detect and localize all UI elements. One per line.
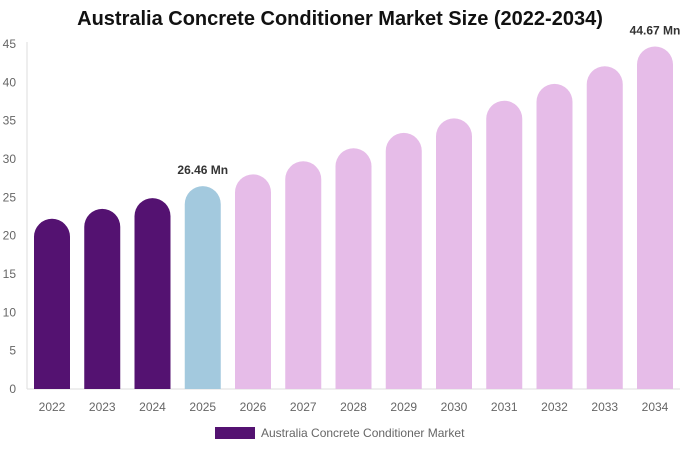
bar-2025 xyxy=(184,186,221,389)
bar-2026 xyxy=(235,174,271,389)
x-tick-label: 2034 xyxy=(642,400,669,414)
data-label: 26.46 Mn xyxy=(177,163,228,177)
bar-2029 xyxy=(385,132,422,389)
x-tick-label: 2023 xyxy=(89,400,116,414)
bar-2023 xyxy=(84,208,121,389)
bar-2030 xyxy=(436,118,472,390)
y-tick-label: 20 xyxy=(3,229,17,243)
chart-title: Australia Concrete Conditioner Market Si… xyxy=(77,8,603,30)
bar-2031 xyxy=(486,100,523,389)
x-tick-label: 2028 xyxy=(340,400,367,414)
bar-2024 xyxy=(134,198,171,389)
y-tick-label: 40 xyxy=(3,75,17,89)
x-tick-label: 2031 xyxy=(491,400,518,414)
bar-2033 xyxy=(586,66,623,389)
legend-swatch xyxy=(215,427,255,439)
x-tick-label: 2026 xyxy=(240,400,267,414)
x-tick-label: 2033 xyxy=(591,400,618,414)
bar-2032 xyxy=(536,83,573,389)
x-tick-label: 2025 xyxy=(189,400,216,414)
y-tick-label: 15 xyxy=(3,267,17,281)
x-tick-label: 2032 xyxy=(541,400,568,414)
bar-2027 xyxy=(285,161,322,389)
y-tick-label: 5 xyxy=(9,344,16,358)
bar-2022 xyxy=(34,218,70,389)
x-tick-label: 2027 xyxy=(290,400,317,414)
y-tick-label: 30 xyxy=(3,152,17,166)
legend-label: Australia Concrete Conditioner Market xyxy=(261,426,465,440)
data-label: 44.67 Mn xyxy=(630,24,680,38)
bar-2034 xyxy=(637,46,673,389)
y-tick-label: 35 xyxy=(3,114,17,128)
legend: Australia Concrete Conditioner Market xyxy=(215,426,464,440)
x-tick-label: 2022 xyxy=(39,400,66,414)
x-tick-label: 2030 xyxy=(441,400,468,414)
y-tick-label: 10 xyxy=(3,305,17,319)
x-tick-label: 2024 xyxy=(139,400,166,414)
y-tick-label: 25 xyxy=(3,190,17,204)
y-tick-label: 0 xyxy=(9,382,16,396)
x-tick-label: 2029 xyxy=(390,400,417,414)
bar-2028 xyxy=(335,148,372,389)
y-tick-label: 45 xyxy=(3,37,17,51)
